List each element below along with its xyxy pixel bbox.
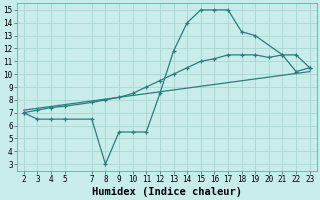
X-axis label: Humidex (Indice chaleur): Humidex (Indice chaleur) (92, 186, 242, 197)
